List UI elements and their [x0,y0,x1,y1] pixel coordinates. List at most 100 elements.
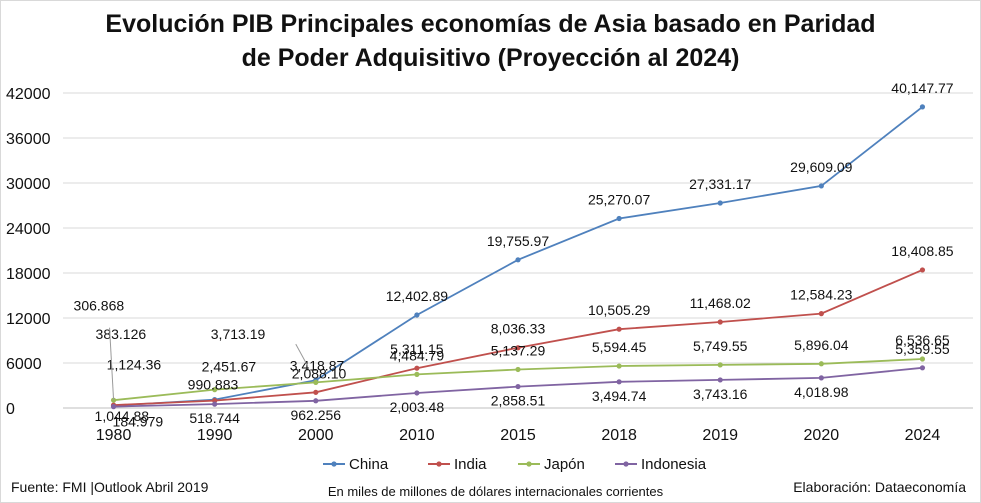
data-label: 2,088.10 [292,365,347,381]
data-point [818,361,824,367]
data-label: 18,408.85 [891,243,953,259]
x-tick-label: 1990 [197,427,233,444]
leader-line [109,327,115,400]
legend-marker [331,461,337,467]
data-point [818,311,824,317]
data-point [515,257,521,263]
data-point [414,312,420,318]
data-label: 12,402.89 [386,288,448,304]
y-tick-label: 18000 [6,266,51,283]
x-tick-label: 1980 [96,427,132,444]
data-label: 2,858.51 [491,393,546,409]
data-point [717,377,723,383]
data-label: 1,124.36 [107,357,162,373]
data-label: 40,147.77 [891,80,953,96]
data-label: 5,137.29 [491,342,546,358]
data-label: 5,359.55 [895,341,950,357]
data-point [616,215,622,222]
data-label: 10,505.29 [588,302,650,318]
data-point [515,345,521,351]
data-point [717,319,723,325]
data-label: 5,749.55 [693,338,748,354]
legend-label: India [454,456,487,473]
x-tick-label: 2018 [601,427,637,444]
data-point [717,362,723,368]
y-tick-label: 12000 [6,311,51,328]
data-label: 3,494.74 [592,388,647,404]
chart-title-line1: Evolución PIB Principales economías de A… [105,10,876,38]
data-point [919,267,926,273]
data-point [919,356,926,362]
data-point [919,365,926,371]
data-label: 990.883 [188,377,239,393]
y-tick-label: 6000 [6,356,42,373]
data-label: 11,468.02 [690,295,751,311]
y-tick-label: 0 [6,401,15,418]
data-label: 2,003.48 [390,399,445,415]
y-tick-label: 36000 [6,131,51,148]
data-label: 12,584.23 [790,287,852,303]
data-point [414,371,420,377]
credit-note: Elaboración: Dataeconomía [793,479,966,495]
data-point [313,379,319,385]
legend-marker [436,461,442,467]
x-tick-label: 2019 [702,427,738,444]
data-point [212,387,218,393]
data-point [414,390,420,396]
data-point [616,326,622,332]
data-label: 5,311.15 [390,341,444,357]
chart-title-line2: de Poder Adquisitivo (Proyección al 2024… [241,44,740,72]
chart-title: Evolución PIB Principales economías de A… [1,7,980,75]
data-label: 184.979 [113,414,164,430]
series-layer [110,104,926,410]
data-label: 3,743.16 [693,386,748,402]
data-point [515,366,521,373]
data-label: 5,594.45 [592,339,647,355]
x-tick-label: 2024 [905,427,941,444]
data-label: 518.744 [189,410,240,426]
units-note: En miles de millones de dólares internac… [327,484,664,499]
data-label-layer: 306.868 1,124.36 3,713.19 12,402.89 19,755.9… [74,80,954,430]
data-label: 25,270.07 [588,191,650,207]
data-label: 5,896.04 [794,337,849,353]
leader-line [295,343,309,367]
data-point [313,398,319,404]
y-tick-label: 24000 [6,221,51,238]
y-tick-label: 30000 [6,176,51,193]
data-point [414,365,420,371]
data-point [818,375,824,381]
source-note: Fuente: FMI |Outlook Abril 2019 [11,479,209,495]
legend-marker [526,461,532,467]
legend: China India Japón Indonesia [323,456,707,473]
y-tick-label: 42000 [6,86,51,103]
data-label: 3,713.19 [211,326,266,342]
data-point [818,183,824,189]
data-point [616,363,622,369]
data-point [110,397,117,403]
data-label: 306.868 [74,298,125,314]
data-label: 19,755.97 [487,233,549,249]
legend-label: Indonesia [641,456,707,473]
data-label: 383.126 [96,326,147,342]
data-label: 27,331.17 [689,176,751,192]
data-point [313,389,319,395]
legend-marker [623,461,629,467]
data-label: 4,018.98 [794,384,849,400]
data-label: 3,418.87 [290,357,345,373]
data-point [515,383,521,390]
data-point [212,401,218,407]
data-label: 6,536.65 [895,332,950,348]
data-label: 4,484.79 [390,347,445,363]
data-label: 1,044.88 [95,408,150,424]
data-label: 8,036.33 [491,321,546,337]
data-label: 962.256 [290,407,341,423]
grid-layer [63,92,973,364]
x-tick-label: 2015 [500,427,536,444]
data-label: 2,451.67 [202,359,257,375]
x-tick-label: 2010 [399,427,435,444]
data-label: 29,609.09 [790,159,852,175]
legend-label: Japón [544,456,585,473]
data-point [919,104,926,110]
